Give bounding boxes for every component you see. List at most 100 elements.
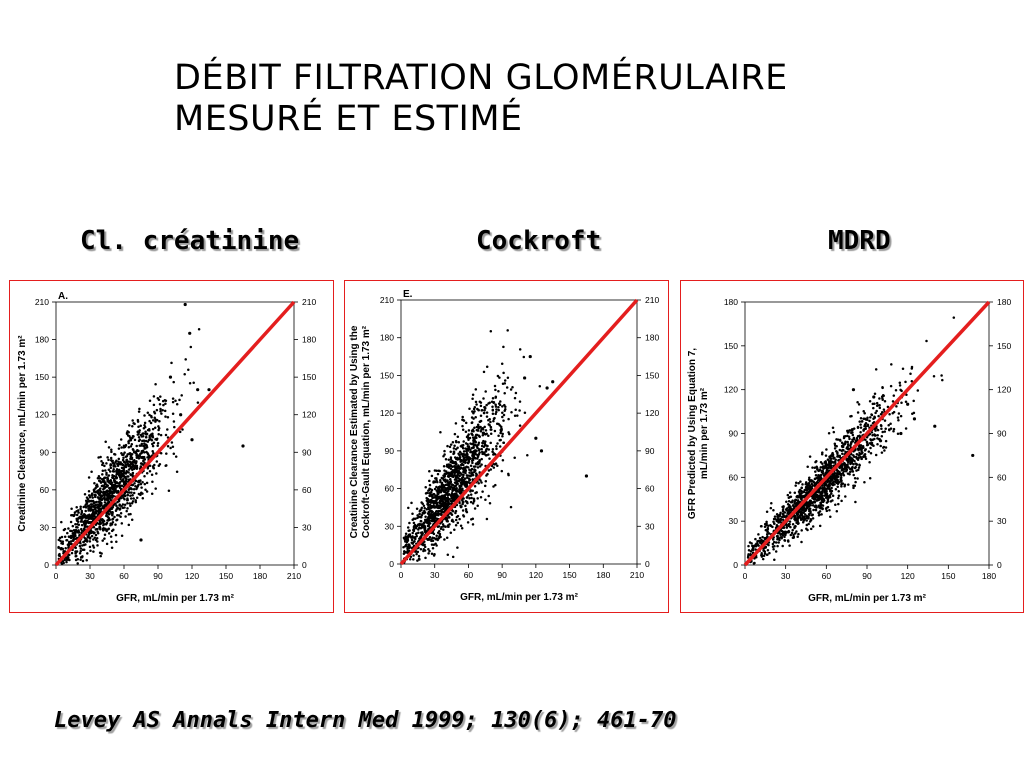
data-point (868, 400, 872, 403)
x-tick-label: 0 (743, 571, 748, 581)
data-point (449, 499, 453, 503)
data-point (474, 469, 477, 472)
data-point (777, 521, 780, 524)
data-point (831, 477, 834, 480)
data-point (875, 427, 878, 430)
data-point (874, 434, 877, 437)
data-point (96, 540, 99, 543)
data-point (86, 504, 89, 508)
data-point (821, 469, 824, 473)
data-point (852, 486, 855, 490)
data-point (941, 378, 944, 382)
data-point (799, 518, 803, 521)
data-point (101, 539, 104, 542)
y-tick-label-right: 30 (302, 522, 312, 532)
data-point (80, 512, 83, 516)
data-point (492, 466, 496, 469)
data-point (757, 533, 760, 536)
data-point (795, 530, 798, 533)
data-point (863, 452, 867, 456)
data-point (131, 425, 134, 428)
data-point (450, 496, 453, 499)
data-point (479, 404, 483, 408)
data-point (777, 537, 781, 540)
data-point (441, 507, 445, 511)
data-point (875, 409, 878, 413)
data-point (105, 542, 109, 546)
data-point (169, 446, 172, 450)
data-point (804, 509, 807, 512)
data-point (850, 468, 854, 471)
data-point (447, 466, 451, 469)
data-point (494, 483, 497, 487)
data-point (145, 472, 149, 475)
data-point (484, 444, 488, 447)
data-point (879, 413, 883, 416)
data-point (437, 510, 441, 513)
data-point (132, 421, 135, 425)
data-point (766, 530, 769, 533)
data-point (126, 493, 129, 497)
data-point (476, 429, 480, 432)
column-label-creatinine: Cl. créatinine (80, 226, 300, 256)
data-point (841, 472, 844, 475)
data-point (425, 521, 429, 524)
data-point (436, 472, 440, 476)
data-point (824, 471, 827, 475)
data-point (103, 501, 107, 504)
data-point-outlier (528, 354, 532, 359)
data-point (418, 524, 421, 527)
data-point (453, 485, 457, 488)
data-point (516, 414, 519, 417)
data-point (79, 541, 82, 545)
y-tick-label: 150 (724, 341, 738, 351)
data-point (467, 429, 471, 432)
data-point (422, 549, 425, 553)
data-point (874, 411, 877, 415)
data-point (108, 470, 112, 473)
data-point (103, 464, 106, 468)
data-point (439, 509, 443, 513)
data-point (79, 555, 83, 559)
data-point (761, 535, 764, 539)
y-tick-label-right: 90 (645, 446, 655, 456)
y-tick-label-right: 60 (645, 484, 655, 494)
y-tick-label-right: 180 (997, 297, 1011, 307)
data-point (796, 516, 800, 520)
data-point (127, 440, 130, 443)
data-point (137, 492, 141, 496)
data-point (433, 487, 437, 491)
data-point (103, 537, 106, 540)
data-point (850, 458, 854, 462)
data-point (90, 470, 93, 474)
data-point (789, 533, 793, 537)
data-point (70, 507, 73, 510)
data-point (497, 406, 500, 409)
data-point (107, 532, 111, 535)
data-point (145, 490, 149, 493)
data-point (845, 446, 849, 449)
x-tick-label: 180 (982, 571, 996, 581)
data-point (156, 396, 160, 400)
y-tick-label: 210 (35, 297, 49, 307)
data-point (771, 542, 775, 546)
data-point (891, 412, 894, 415)
chart-panel-creatinine: A. 0 0 0 30 30 30 60 60 60 90 90 90 120 120 120 150 150 15… (9, 280, 334, 613)
data-point (181, 428, 184, 431)
data-point (407, 506, 410, 510)
data-point (486, 472, 489, 476)
data-point (99, 455, 102, 459)
data-point (866, 416, 869, 420)
data-point (874, 368, 878, 371)
data-point (128, 436, 132, 440)
data-point (131, 500, 135, 503)
data-point (823, 494, 826, 497)
y-tick-label: 30 (729, 516, 739, 526)
data-point (909, 372, 912, 376)
data-point-outlier (971, 453, 975, 458)
data-point (873, 402, 876, 406)
data-point (152, 441, 156, 445)
data-point (446, 553, 450, 556)
data-point (92, 501, 96, 505)
data-point (925, 339, 928, 343)
